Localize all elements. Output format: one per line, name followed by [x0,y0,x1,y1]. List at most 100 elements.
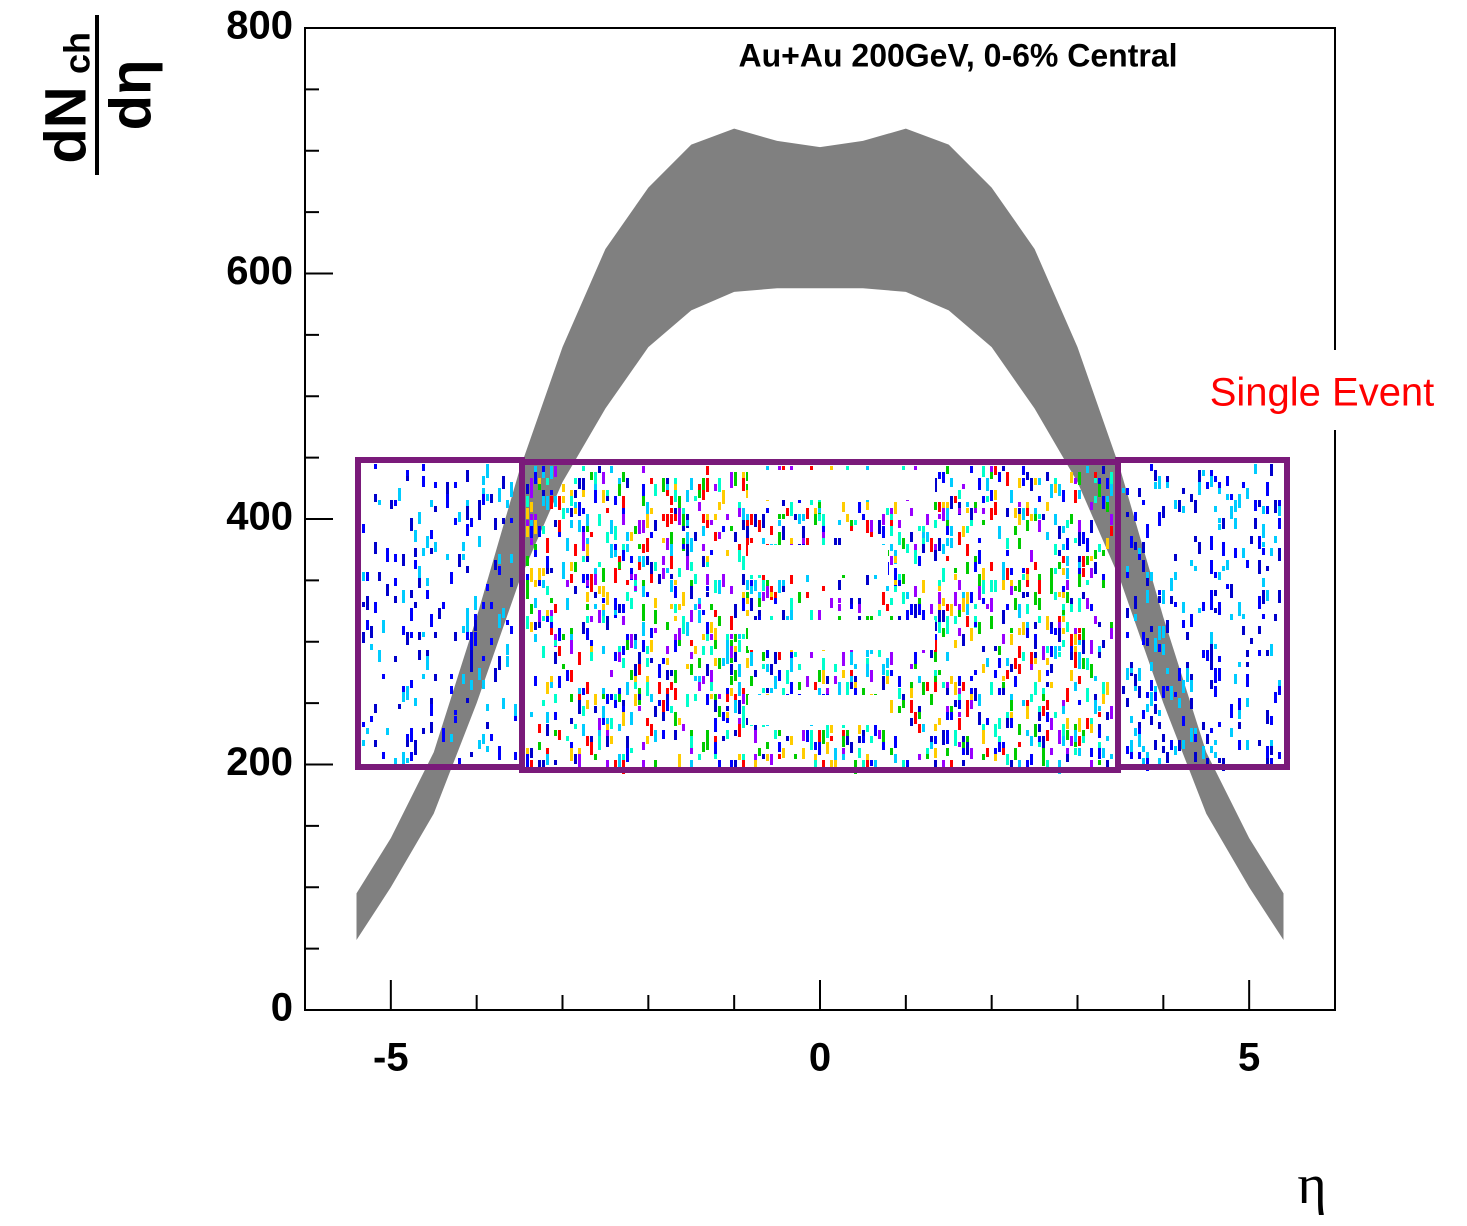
event-hit [922,538,925,548]
event-hit [982,664,985,673]
event-hit [922,610,925,620]
event-hit [1262,542,1265,547]
event-hit [766,580,769,589]
event-hit [982,508,985,514]
event-hit [910,688,913,698]
event-hit [1038,670,1041,682]
event-hit [1026,472,1029,480]
event-hit [918,604,921,615]
event-hit [1058,562,1061,569]
event-hit [574,544,577,556]
event-hit [546,712,549,723]
event-hit [630,574,633,579]
event-hit [990,598,993,612]
event-hit [1050,568,1053,579]
event-hit [570,520,573,528]
event-hit [542,466,545,476]
event-hit [546,538,549,544]
event-hit [1050,586,1053,594]
event-hit [866,658,869,666]
event-hit [946,688,949,695]
event-hit [1062,592,1065,598]
event-hit [1106,712,1109,720]
event-hit [1018,760,1021,772]
event-hit [1138,488,1141,497]
event-hit [454,518,457,525]
event-hit [786,736,789,741]
event-hit [1210,560,1213,574]
event-hit [1018,478,1021,488]
event-hit [1046,646,1049,653]
event-hit [1266,590,1269,601]
event-hit [962,748,965,755]
event-hit [742,478,745,491]
event-hit [1130,536,1133,548]
event-hit [1082,658,1085,669]
event-hit [1194,728,1197,734]
event-hit [1066,754,1069,762]
event-hit [702,676,705,684]
event-hit [698,658,701,668]
event-hit [726,718,729,723]
event-hit [1086,556,1089,565]
event-hit [514,704,517,718]
event-hit [1090,502,1093,510]
event-hit [546,568,549,574]
event-hit [586,592,589,602]
event-hit [1130,740,1133,752]
event-hit [602,646,605,654]
event-hit [770,616,773,623]
event-hit [582,508,585,514]
event-hit [946,556,949,561]
event-hit [834,760,837,770]
event-hit [550,598,553,603]
event-hit [938,538,941,551]
event-hit [894,580,897,585]
event-hit [498,656,501,670]
event-hit [1150,626,1153,632]
event-gap [748,470,935,500]
event-hit [690,538,693,552]
event-hit [930,694,933,705]
event-hit [702,556,705,567]
event-hit [974,688,977,701]
event-hit [966,592,969,606]
event-hit [878,610,881,616]
event-hit [958,700,961,709]
event-hit [426,590,429,599]
event-hit [526,508,529,519]
event-hit [1190,560,1193,566]
event-hit [1230,614,1233,620]
event-hit [454,482,457,488]
event-hit [1018,628,1021,635]
event-hit [382,752,385,759]
event-hit [966,604,969,615]
event-hit [626,748,629,762]
event-hit [1158,626,1161,640]
event-hit [966,736,969,744]
event-hit [966,568,969,574]
event-hit [774,652,777,664]
event-hit [526,754,529,767]
event-hit [754,670,757,677]
event-hit [538,580,541,586]
event-hit [586,526,589,532]
event-hit [462,626,465,633]
event-hit [954,574,957,580]
event-hit [958,742,961,747]
event-hit [766,646,769,658]
event-hit [1246,488,1249,499]
event-hit [1094,478,1097,483]
event-hit [698,490,701,498]
event-hit [1194,566,1197,571]
event-hit [1170,740,1173,750]
event-hit [802,514,805,521]
event-hit [1038,496,1041,502]
event-hit [534,550,537,557]
event-hit [818,508,821,513]
event-hit [1022,574,1025,580]
event-hit [526,748,529,758]
event-hit [578,694,581,705]
event-hit [534,598,537,608]
event-hit [1050,664,1053,673]
